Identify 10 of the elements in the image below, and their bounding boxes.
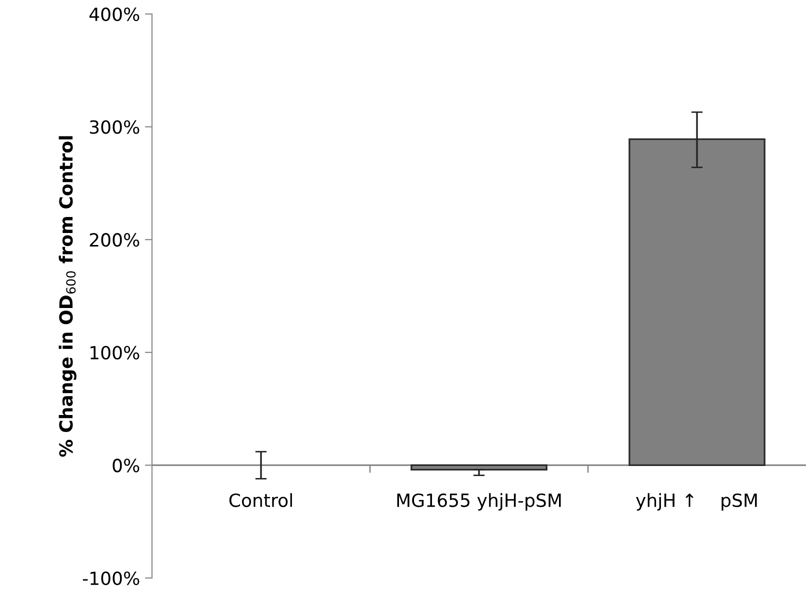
y-tick-label: 100% <box>90 346 140 360</box>
y-tick-label: 400% <box>89 7 140 22</box>
y-tick-label: -100% <box>82 571 140 586</box>
y-tick-label: 200% <box>90 233 140 247</box>
x-tick-label: MG1655 yhjH-pSM <box>397 493 561 511</box>
x-tick-label: Control <box>229 493 292 508</box>
x-tick-label: yhjH ↑ pSM <box>636 493 757 511</box>
y-axis-title: % Change in OD$_{600}$ from Control <box>58 136 76 457</box>
y-tick-label: 300% <box>90 120 140 134</box>
y-tick-label: 0% <box>112 458 140 472</box>
